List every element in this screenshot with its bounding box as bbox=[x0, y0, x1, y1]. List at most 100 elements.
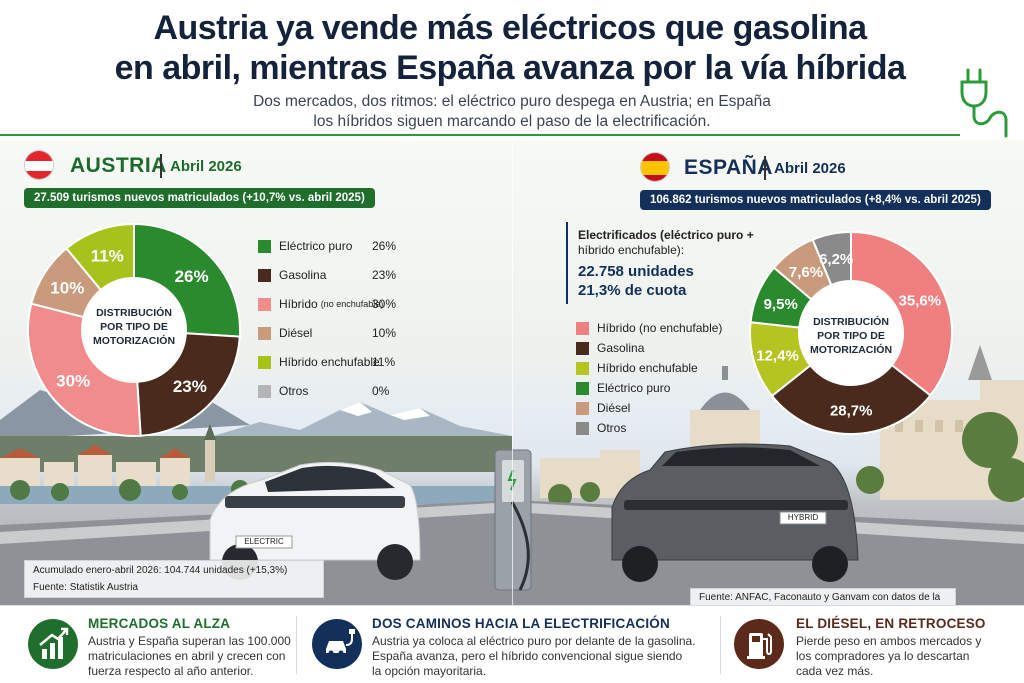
month-austria: Abril 2026 bbox=[170, 158, 242, 175]
legend-label: Otros bbox=[279, 384, 309, 398]
charging-station-illustration bbox=[494, 449, 532, 591]
donut-chart-spain: 35,6% 28,7% 12,4% 9,5% 7,6%6,2% bbox=[749, 230, 953, 435]
legend-swatch bbox=[258, 355, 271, 369]
electrified-accent-bar bbox=[566, 222, 568, 304]
title-separator bbox=[764, 156, 766, 180]
legend-value: 30% bbox=[372, 297, 397, 311]
donut-slice-eléctrico-puro bbox=[133, 222, 241, 338]
donut-value-label: 12,4% bbox=[756, 347, 799, 364]
legend-label: Eléctrico puro bbox=[597, 381, 671, 395]
electrified-block: Electrificados (eléctrico puro + híbrido… bbox=[578, 228, 758, 300]
ev-car-plug-icon bbox=[312, 619, 362, 669]
legend-item: Otros 0% bbox=[258, 381, 408, 401]
electrified-share: 21,3% de cuota bbox=[578, 282, 687, 299]
section-divider bbox=[512, 140, 513, 605]
legend-item: Diésel 10% bbox=[258, 323, 408, 343]
note-box-austria: Acumulado enero-abril 2026: 104.744 unid… bbox=[24, 560, 324, 598]
legend-swatch bbox=[258, 384, 271, 398]
car-plate-electric: ELECTRIC bbox=[244, 537, 284, 546]
legend-item: Híbrido (no enchufable) bbox=[576, 318, 746, 338]
ev-plug-icon bbox=[960, 68, 1008, 138]
donut-slice-híbrido-enchufable bbox=[65, 222, 135, 292]
legend-value: 11% bbox=[372, 355, 396, 369]
legend-swatch bbox=[576, 321, 589, 335]
legend-label: Otros bbox=[597, 421, 627, 435]
donut-slice-gasolina bbox=[136, 332, 241, 437]
car-plate-hybrid: HYBRID bbox=[787, 513, 819, 522]
header: Austria ya vende más eléctricos que gaso… bbox=[0, 0, 1024, 140]
electrified-units: 22.758 unidades bbox=[578, 263, 694, 280]
footer-title-markets: MERCADOS AL ALZA bbox=[88, 616, 231, 631]
title-separator bbox=[160, 154, 162, 178]
legend-swatch bbox=[576, 381, 589, 395]
country-title-spain: ESPAÑA bbox=[684, 156, 773, 179]
footer-title-diesel: EL DIÉSEL, EN RETROCESO bbox=[796, 616, 986, 631]
electric-car-illustration bbox=[209, 461, 421, 580]
legend-label: Híbrido enchufable bbox=[597, 361, 698, 375]
source-spain: Fuente: ANFAC, Faconauto y Ganvam con da… bbox=[690, 588, 956, 615]
title-line-1: Austria ya vende más eléctricos que gaso… bbox=[153, 9, 867, 47]
spain-flag-icon bbox=[640, 152, 670, 182]
donut-value-label: 10% bbox=[50, 279, 84, 298]
legend-label-note: (no enchufable) bbox=[320, 299, 384, 309]
legend-swatch bbox=[258, 326, 271, 340]
legend-label: Eléctrico puro bbox=[279, 239, 353, 253]
footer-title-electrification: DOS CAMINOS HACIA LA ELECTRIFICACIÓN bbox=[372, 616, 670, 631]
donut-hole bbox=[800, 282, 902, 384]
donut-slice-otros bbox=[811, 230, 852, 287]
legend-item: Diésel bbox=[576, 398, 746, 418]
footer-text-markets: Austria y España superan las 100.000 matr… bbox=[88, 634, 291, 678]
legend-swatch bbox=[576, 421, 589, 435]
donut-slice-gasolina bbox=[770, 363, 932, 435]
legend-value: 26% bbox=[372, 239, 397, 253]
legend-item: Otros bbox=[576, 418, 746, 438]
legend-swatch bbox=[576, 341, 589, 355]
legend-swatch bbox=[258, 297, 271, 311]
registrations-badge-spain: 106.862 turismos nuevos matriculados (+8… bbox=[640, 190, 991, 210]
legend-item: Gasolina bbox=[576, 338, 746, 358]
donut-chart-austria: 26% 23% 30% 10% 11% bbox=[27, 222, 241, 437]
legend-label: Híbrido enchufable bbox=[279, 355, 380, 369]
donut-value-label: 26% bbox=[175, 267, 209, 286]
legend-value: 10% bbox=[372, 326, 397, 340]
footer-text-electrification: Austria ya coloca al eléctrico puro por … bbox=[372, 634, 696, 678]
donut-value-label: 23% bbox=[173, 377, 207, 396]
donut-value-label: 6,2% bbox=[819, 251, 853, 268]
legend-item: Híbrido enchufable 11% bbox=[258, 352, 408, 372]
legend-label: Gasolina bbox=[279, 268, 327, 282]
footer-text-diesel: Pierde peso en ambos mercados y los compr… bbox=[796, 634, 982, 678]
legend-value: 23% bbox=[372, 268, 397, 282]
month-spain: Abril 2026 bbox=[774, 160, 846, 177]
header-divider bbox=[0, 134, 960, 136]
legend-item: Híbrido enchufable bbox=[576, 358, 746, 378]
source-austria: Fuente: Statistik Austria bbox=[33, 582, 139, 593]
footer: MERCADOS AL ALZA Austria y España supera… bbox=[0, 605, 1024, 683]
donut-center-label-spain: DISTRIBUCIÓN POR TIPO DE MOTORIZACIÓN bbox=[809, 316, 893, 356]
legend-item: Eléctrico puro bbox=[576, 378, 746, 398]
legend-swatch bbox=[258, 268, 271, 282]
legend-value: 0% bbox=[372, 384, 390, 398]
page-subtitle: Dos mercados, dos ritmos: el eléctrico p… bbox=[180, 92, 844, 132]
registrations-badge-austria: 27.509 turismos nuevos matriculados (+10… bbox=[24, 188, 375, 208]
donut-slice-híbrido-no-enchufable- bbox=[850, 230, 953, 397]
growth-chart-icon bbox=[28, 619, 78, 669]
donut-value-label: 11% bbox=[91, 247, 124, 266]
donut-hole bbox=[83, 279, 185, 381]
subtitle-line-2: los híbridos siguen marcando el paso de … bbox=[313, 113, 711, 130]
legend-label: Híbrido (no enchufable) bbox=[597, 321, 723, 335]
donut-value-label: 35,6% bbox=[899, 293, 942, 310]
title-line-2: en abril, mientras España avanza por la … bbox=[114, 49, 906, 87]
footer-divider bbox=[296, 616, 297, 674]
legend-austria: Eléctrico puro 26% Gasolina 23% Híbrido (no … bbox=[258, 236, 408, 410]
donut-center-label-austria: DISTRIBUCIÓN POR TIPO DE MOTORIZACIÓN bbox=[92, 307, 176, 347]
donut-value-label: 7,6% bbox=[789, 264, 823, 281]
donut-value-label: 9,5% bbox=[764, 296, 798, 313]
legend-item: Híbrido (no enchufable) 30% bbox=[258, 294, 408, 314]
legend-label: Gasolina bbox=[597, 341, 645, 355]
legend-item: Eléctrico puro 26% bbox=[258, 236, 408, 256]
footer-divider bbox=[720, 616, 721, 674]
legend-label: Diésel bbox=[279, 326, 313, 340]
legend-spain: Híbrido (no enchufable) Gasolina Híbrido e… bbox=[576, 318, 746, 438]
subtitle-line-1: Dos mercados, dos ritmos: el eléctrico p… bbox=[253, 93, 771, 110]
austria-flag-icon bbox=[24, 150, 54, 180]
